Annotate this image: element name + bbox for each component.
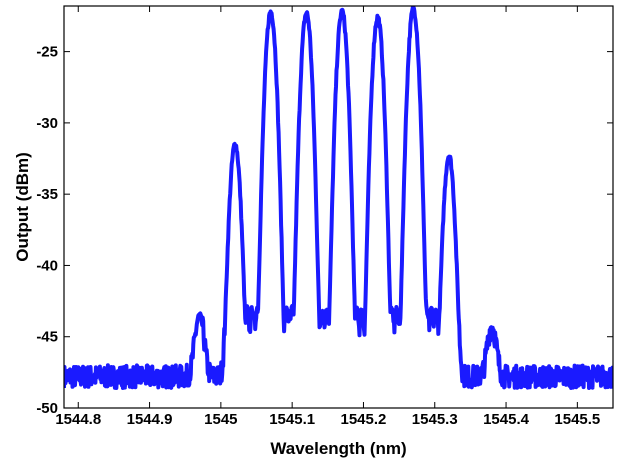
- y-tick-label: -45: [36, 329, 58, 346]
- plot-frame: [63, 5, 614, 409]
- x-tick-label: 1545.1: [269, 411, 315, 428]
- x-tick-label: 1545.3: [412, 411, 458, 428]
- y-tick-label: -30: [36, 115, 58, 132]
- x-tick-label: 1544.9: [127, 411, 173, 428]
- x-tick-label: 1545.5: [554, 411, 600, 428]
- x-tick-label: 1544.8: [55, 411, 101, 428]
- x-tick-label: 1545: [204, 411, 237, 428]
- spectrum-series-line: [64, 6, 613, 390]
- x-tick-label: 1545.4: [483, 411, 530, 428]
- y-tick-label: -35: [36, 186, 58, 203]
- y-tick-label: -25: [36, 44, 58, 61]
- x-axis-label: Wavelength (nm): [270, 439, 406, 458]
- y-tick-label: -50: [36, 400, 58, 417]
- series-group: [64, 6, 613, 390]
- tick-labels: 1544.8 1544.9 1545 1545.1 1545.2 1545.3 1545.4…: [36, 44, 600, 428]
- x-tick-label: 1545.2: [341, 411, 387, 428]
- y-tick-label: -40: [36, 257, 58, 274]
- y-axis-label: Output (dBm): [13, 152, 32, 262]
